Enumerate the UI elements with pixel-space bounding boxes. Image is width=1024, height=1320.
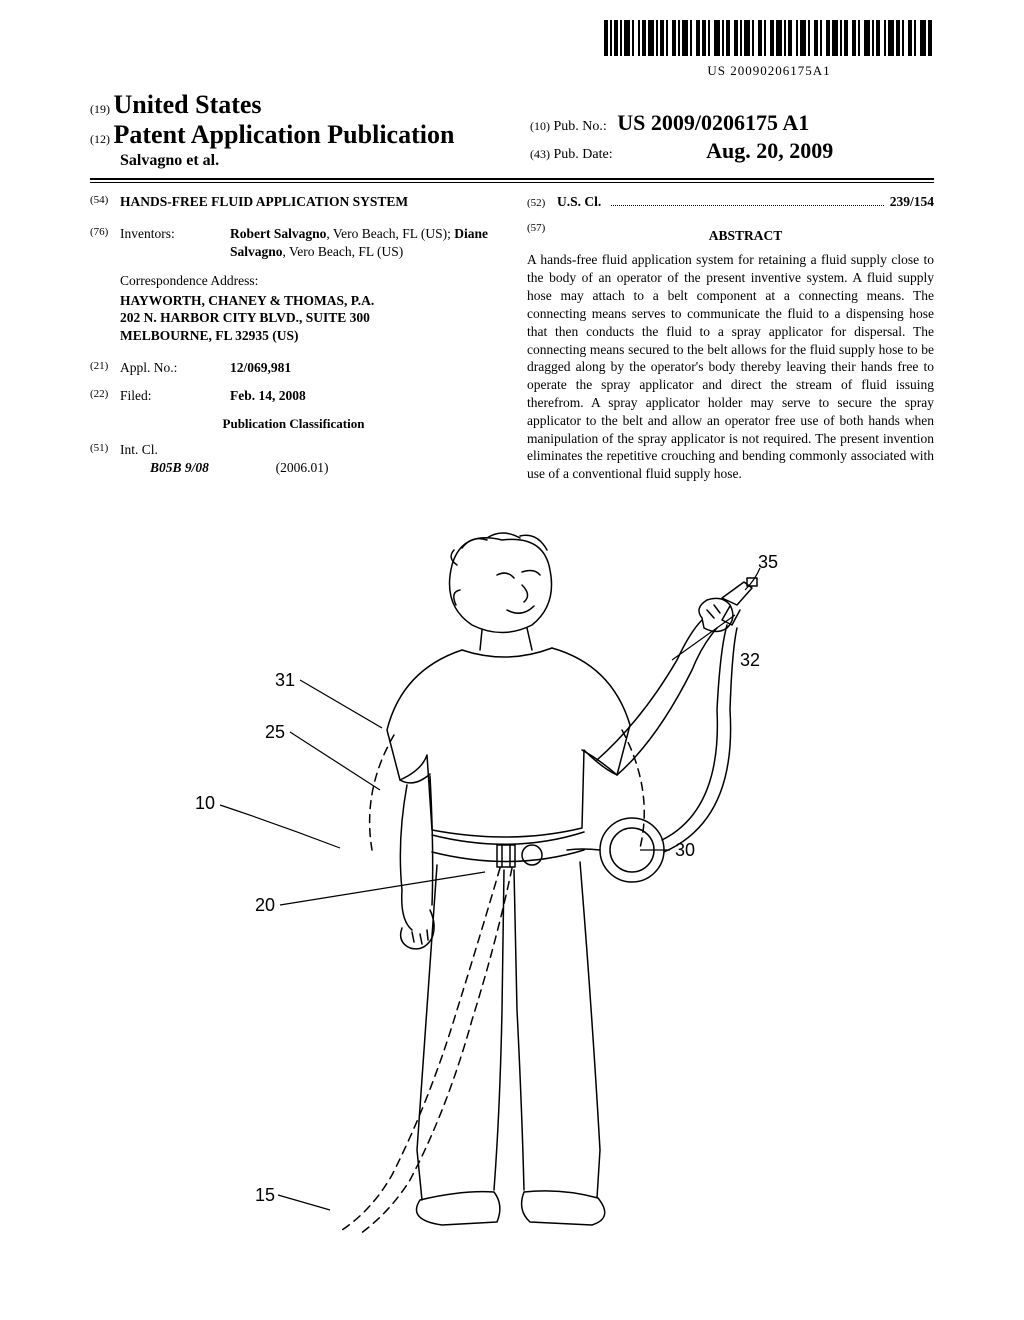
ref-25: 25	[265, 722, 285, 743]
filed-label: Filed:	[120, 387, 230, 405]
ref-15: 15	[255, 1185, 275, 1206]
applno-value: 12/069,981	[230, 360, 291, 375]
uscl-num: (52)	[527, 196, 557, 211]
pubdate: Aug. 20, 2009	[706, 138, 833, 163]
ref-10: 10	[195, 793, 215, 814]
pub-type: Patent Application Publication	[114, 120, 455, 149]
barcode-block: US 20090206175A1	[604, 20, 934, 79]
abstract-text: A hands-free fluid application system fo…	[527, 251, 934, 483]
pubno-num: (10)	[530, 119, 550, 133]
filed-num: (22)	[90, 387, 120, 405]
abstract-heading: ABSTRACT	[557, 227, 934, 245]
correspondence-block: Correspondence Address: HAYWORTH, CHANEY…	[120, 272, 497, 345]
country-num: (19)	[90, 102, 110, 116]
body-columns: (54) HANDS-FREE FLUID APPLICATION SYSTEM…	[90, 193, 934, 483]
pubdate-num: (43)	[530, 147, 550, 161]
correspondence-label: Correspondence Address:	[120, 272, 497, 290]
inventors-label: Inventors:	[120, 225, 230, 261]
uscl-dots	[611, 196, 884, 206]
divider-thick	[90, 178, 934, 180]
pubclass-heading: Publication Classification	[90, 415, 497, 433]
figure-leaders	[0, 510, 1024, 1290]
uscl-value: 239/154	[890, 193, 934, 211]
right-column: (52) U.S. Cl. 239/154 (57) ABSTRACT A ha…	[527, 193, 934, 483]
abstract-num: (57)	[527, 221, 557, 251]
inventors-value: Robert Salvagno, Vero Beach, FL (US); Di…	[230, 225, 497, 261]
ref-30: 30	[675, 840, 695, 861]
barcode-graphic	[604, 20, 934, 56]
ref-32: 32	[740, 650, 760, 671]
correspondence-line3: MELBOURNE, FL 32935 (US)	[120, 327, 497, 345]
ref-31: 31	[275, 670, 295, 691]
divider-thin	[90, 182, 934, 183]
invention-title: HANDS-FREE FLUID APPLICATION SYSTEM	[120, 193, 408, 211]
intcl-year: (2006.01)	[276, 460, 329, 475]
filed-value: Feb. 14, 2008	[230, 388, 306, 403]
barcode-number: US 20090206175A1	[604, 63, 934, 79]
inventors-num: (76)	[90, 225, 120, 261]
uscl-label: U.S. Cl.	[557, 193, 601, 211]
left-column: (54) HANDS-FREE FLUID APPLICATION SYSTEM…	[90, 193, 497, 483]
pubno: US 2009/0206175 A1	[617, 110, 809, 135]
intcl-label: Int. Cl.	[120, 441, 329, 459]
correspondence-line2: 202 N. HARBOR CITY BLVD., SUITE 300	[120, 309, 497, 327]
ref-35: 35	[758, 552, 778, 573]
intcl-num: (51)	[90, 441, 120, 477]
intcl-code: B05B 9/08	[150, 460, 209, 475]
applno-num: (21)	[90, 359, 120, 377]
pub-type-num: (12)	[90, 132, 110, 146]
title-num: (54)	[90, 193, 120, 211]
correspondence-line1: HAYWORTH, CHANEY & THOMAS, P.A.	[120, 292, 497, 310]
ref-20: 20	[255, 895, 275, 916]
applno-label: Appl. No.:	[120, 359, 230, 377]
pubno-label: Pub. No.:	[554, 119, 607, 134]
header-right: (10) Pub. No.: US 2009/0206175 A1 (43) P…	[530, 110, 833, 166]
patent-figure: 10 31 25 20 15 30 32 35	[0, 510, 1024, 1290]
pubdate-label: Pub. Date:	[554, 147, 613, 162]
country-name: United States	[114, 90, 262, 119]
